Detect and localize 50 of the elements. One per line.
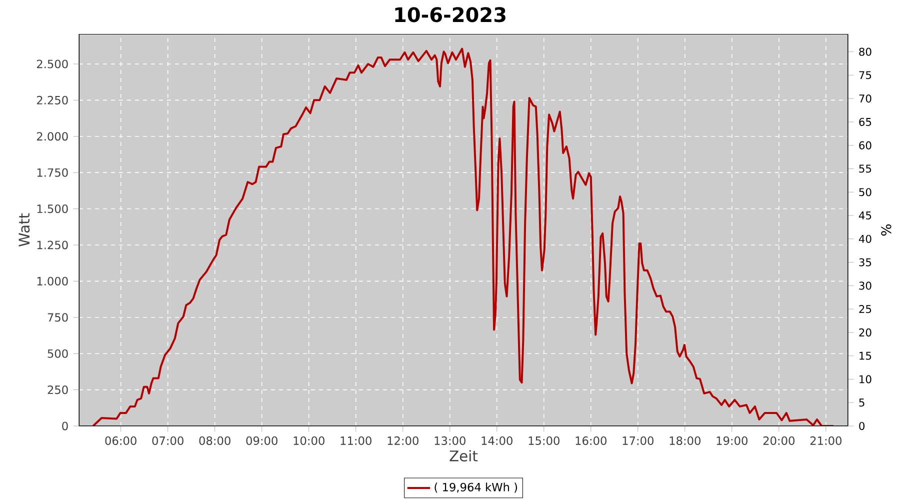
y-tick-label: 2.500 xyxy=(36,60,68,68)
y2-tick-label: 40 xyxy=(858,234,872,243)
x-tick-label: 19:00 xyxy=(716,436,748,445)
x-tick-label: 17:00 xyxy=(622,436,654,445)
x-tick-label: 20:00 xyxy=(763,436,794,445)
y-tick-label: 2.000 xyxy=(36,132,68,141)
y2-tick-label: 80 xyxy=(859,48,872,56)
x-axis-title: Zeit xyxy=(450,450,478,462)
y-tick-label: 500 xyxy=(48,349,68,358)
y2-tick-label: 20 xyxy=(859,328,872,336)
y2-tick-label: 15 xyxy=(860,352,872,360)
x-tick-label: 08:00 xyxy=(199,436,230,445)
line-series xyxy=(92,48,834,426)
legend-label: ( 19,964 kWh ) xyxy=(434,482,518,493)
y2-tick-label: 45 xyxy=(858,212,872,220)
x-tick-label: 10:00 xyxy=(294,436,324,445)
y2-tick-label: 55 xyxy=(859,164,872,173)
y2-tick-label: 35 xyxy=(859,258,872,266)
x-tick-label: 14:00 xyxy=(482,436,512,445)
chart-title: 10-6-2023 xyxy=(395,7,506,22)
y-axis-title: Watt xyxy=(18,213,30,247)
y2-tick-label: 10 xyxy=(860,375,872,384)
y2-tick-label: 30 xyxy=(859,282,872,290)
y2-tick-label: 25 xyxy=(859,305,872,314)
y-tick-label: 1.250 xyxy=(37,240,68,250)
x-tick-label: 07:00 xyxy=(152,436,184,445)
y-tick-label: 0 xyxy=(62,422,68,430)
y2-tick-label: 5 xyxy=(859,398,864,407)
y2-tick-label: 70 xyxy=(859,94,872,103)
y-tick-label: 1.000 xyxy=(37,276,68,286)
x-tick-label: 18:00 xyxy=(670,436,700,445)
y2-tick-label: 75 xyxy=(859,71,872,80)
y2-tick-label: 65 xyxy=(859,118,872,126)
y-tick-label: 1.500 xyxy=(37,204,68,214)
y2-tick-label: 0 xyxy=(859,422,865,430)
x-tick-label: 21:00 xyxy=(810,436,842,445)
y2-tick-label: 50 xyxy=(859,188,872,196)
x-tick-label: 13:00 xyxy=(434,436,466,445)
x-tick-label: 06:00 xyxy=(105,436,136,445)
x-tick-label: 16:00 xyxy=(576,436,606,445)
y-tick-label: 750 xyxy=(48,313,68,322)
y-tick-label: 1.750 xyxy=(37,168,68,177)
y-tick-label: 2.250 xyxy=(36,96,68,104)
x-tick-label: 12:00 xyxy=(388,436,418,445)
x-tick-label: 15:00 xyxy=(528,436,560,445)
x-tick-label: 09:00 xyxy=(246,436,278,445)
x-tick-label: 11:00 xyxy=(340,436,372,445)
y-tick-label: 250 xyxy=(48,386,68,394)
y2-tick-label: 60 xyxy=(859,141,872,150)
y2-axis-title: % xyxy=(881,224,892,236)
